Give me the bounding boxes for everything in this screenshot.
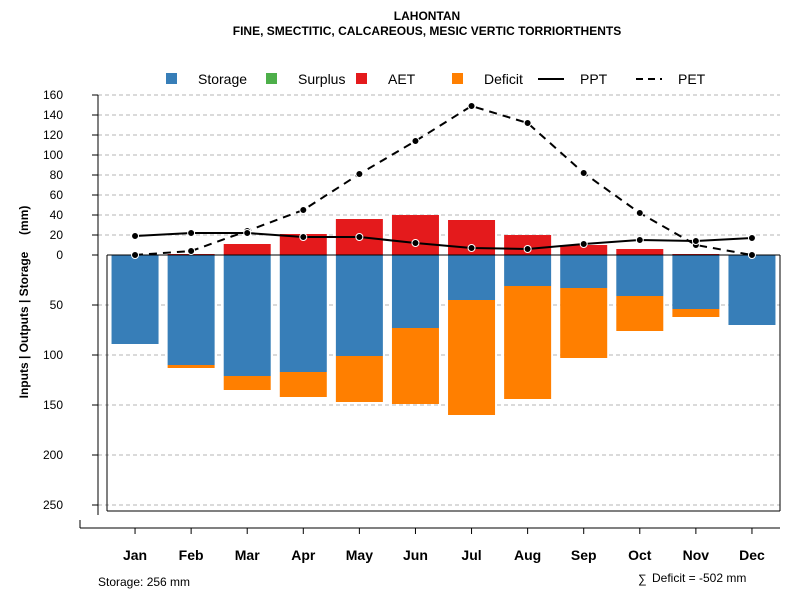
legend-swatch-storage <box>166 73 177 84</box>
pet-point <box>187 247 196 255</box>
bar-storage <box>448 255 496 300</box>
bar-storage <box>279 255 327 372</box>
pet-point <box>411 137 420 145</box>
bar-deficit <box>167 365 215 368</box>
bar-aet <box>391 215 439 255</box>
legend-swatch-surplus <box>266 73 277 84</box>
y-tick-label: 100 <box>43 148 63 162</box>
bar-deficit <box>616 296 664 331</box>
bar-storage <box>560 255 608 288</box>
ppt-point <box>523 245 532 253</box>
bar-storage <box>167 255 215 365</box>
y-axis-label: Inputs | Outputs | Storage (mm) <box>17 206 31 399</box>
month-label-jun: Jun <box>403 547 428 563</box>
gridlines <box>98 94 780 506</box>
legend-label-storage: Storage <box>198 71 247 87</box>
bar-deficit <box>391 328 439 404</box>
month-label-dec: Dec <box>739 547 765 563</box>
ppt-point <box>243 229 252 237</box>
axes-layer: 0 20 40 60 80 100 120 140 160 50 100 150 200 250 Jan Fe… <box>43 88 781 563</box>
legend-swatch-aet <box>356 73 367 84</box>
bars-layer <box>111 215 776 415</box>
bar-storage <box>504 255 552 286</box>
pet-point <box>467 102 476 110</box>
month-label-nov: Nov <box>683 547 710 563</box>
month-label-feb: Feb <box>179 547 204 563</box>
legend: Storage Surplus AET Deficit PPT PET <box>166 71 706 87</box>
legend-label-ppt: PPT <box>580 71 608 87</box>
footer-deficit: Deficit = -502 mm <box>652 571 746 585</box>
month-label-oct: Oct <box>628 547 652 563</box>
bar-aet <box>279 234 327 255</box>
legend-label-pet: PET <box>678 71 706 87</box>
bar-deficit <box>672 309 720 317</box>
legend-label-deficit: Deficit <box>484 71 523 87</box>
bar-deficit <box>560 288 608 358</box>
ppt-point <box>691 237 700 245</box>
bar-storage <box>616 255 664 296</box>
y-tick-label: 0 <box>56 248 63 262</box>
month-label-may: May <box>346 547 373 563</box>
pet-point <box>523 119 532 127</box>
ppt-point <box>187 229 196 237</box>
y-tick-label: 150 <box>43 398 63 412</box>
footer-storage: Storage: 256 mm <box>98 575 190 589</box>
month-label-sep: Sep <box>571 547 597 563</box>
pet-point <box>299 206 308 214</box>
y-tick-label: 60 <box>50 188 64 202</box>
pet-point <box>747 251 756 259</box>
bar-deficit <box>504 286 552 399</box>
legend-label-aet: AET <box>388 71 416 87</box>
bar-aet <box>560 245 608 255</box>
y-tick-label: 250 <box>43 498 63 512</box>
legend-label-surplus: Surplus <box>298 71 345 87</box>
chart-title: LAHONTAN <box>394 9 460 23</box>
ppt-line <box>134 232 753 250</box>
pet-point <box>579 169 588 177</box>
ppt-point <box>579 240 588 248</box>
pet-point <box>131 251 140 259</box>
y-tick-label: 140 <box>43 108 63 122</box>
bar-deficit <box>448 300 496 415</box>
month-label-jan: Jan <box>123 547 147 563</box>
lines-layer <box>131 102 756 259</box>
month-label-apr: Apr <box>291 547 316 563</box>
y-tick-label: 120 <box>43 128 63 142</box>
y-tick-label: 20 <box>50 228 64 242</box>
ppt-point <box>299 233 308 241</box>
legend-swatch-deficit <box>452 73 463 84</box>
bar-storage <box>672 255 720 309</box>
ppt-point <box>467 244 476 252</box>
chart-subtitle: FINE, SMECTITIC, CALCAREOUS, MESIC VERTI… <box>233 24 621 38</box>
ppt-point <box>635 236 644 244</box>
bar-aet <box>223 244 271 255</box>
y-tick-label: 160 <box>43 88 63 102</box>
pet-point <box>635 209 644 217</box>
ppt-point <box>355 233 364 241</box>
bar-storage <box>223 255 271 376</box>
ppt-point <box>131 232 140 240</box>
y-tick-label: 50 <box>50 298 64 312</box>
bar-aet <box>616 249 664 255</box>
month-label-mar: Mar <box>235 547 260 563</box>
y-tick-label: 80 <box>50 168 64 182</box>
y-tick-label: 100 <box>43 348 63 362</box>
month-label-aug: Aug <box>514 547 541 563</box>
pet-line <box>134 105 753 256</box>
ppt-point <box>411 239 420 247</box>
bar-storage <box>391 255 439 328</box>
bar-storage <box>335 255 383 356</box>
bar-storage <box>728 255 776 325</box>
footer-deficit-symbol: ∑ <box>638 572 647 586</box>
bar-deficit <box>223 376 271 390</box>
y-tick-label: 200 <box>43 448 63 462</box>
month-label-jul: Jul <box>461 547 481 563</box>
bar-deficit <box>335 356 383 402</box>
bar-deficit <box>279 372 327 397</box>
y-tick-label: 40 <box>50 208 64 222</box>
pet-point <box>355 170 364 178</box>
bar-storage <box>111 255 159 344</box>
ppt-point <box>747 234 756 242</box>
